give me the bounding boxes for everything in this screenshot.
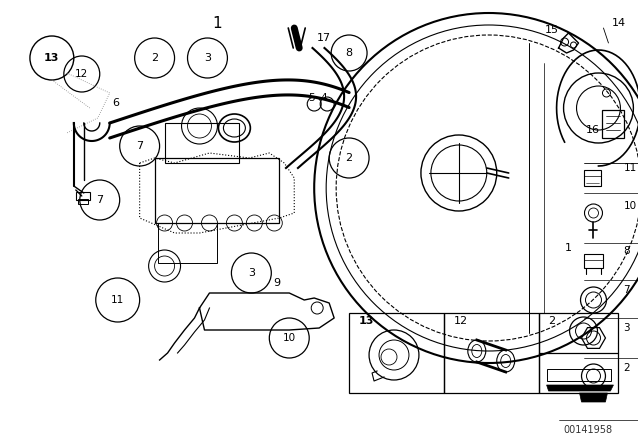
Text: 8: 8 bbox=[623, 246, 630, 256]
Text: 7: 7 bbox=[623, 285, 630, 295]
Bar bbox=[349, 313, 444, 393]
Text: 11: 11 bbox=[111, 295, 124, 305]
Bar bbox=[157, 223, 218, 263]
Text: 2: 2 bbox=[346, 153, 353, 163]
Bar bbox=[76, 192, 90, 200]
Bar bbox=[602, 110, 625, 138]
Text: 7: 7 bbox=[96, 195, 103, 205]
Text: 13: 13 bbox=[359, 316, 374, 326]
Text: 9: 9 bbox=[274, 278, 281, 288]
Bar bbox=[155, 158, 279, 223]
Text: 14: 14 bbox=[611, 18, 625, 28]
Text: 12: 12 bbox=[75, 69, 88, 79]
Text: 2: 2 bbox=[548, 316, 556, 326]
Polygon shape bbox=[547, 385, 613, 391]
Text: 00141958: 00141958 bbox=[564, 425, 612, 435]
Text: 10: 10 bbox=[623, 201, 637, 211]
Text: 5: 5 bbox=[308, 93, 314, 103]
Bar bbox=[584, 170, 602, 186]
Text: 3: 3 bbox=[623, 323, 630, 333]
Bar bbox=[584, 254, 604, 268]
Bar bbox=[78, 199, 88, 204]
Bar bbox=[547, 369, 611, 381]
Text: 8: 8 bbox=[346, 48, 353, 58]
Polygon shape bbox=[580, 393, 607, 402]
Text: 2: 2 bbox=[151, 53, 158, 63]
Text: 15: 15 bbox=[545, 25, 559, 35]
Bar bbox=[164, 123, 239, 163]
Text: 11: 11 bbox=[623, 163, 637, 173]
Text: 1: 1 bbox=[212, 16, 222, 30]
Text: 3: 3 bbox=[204, 53, 211, 63]
Bar bbox=[539, 313, 618, 393]
Text: 1: 1 bbox=[565, 243, 572, 253]
Text: 12: 12 bbox=[454, 316, 468, 326]
Bar bbox=[444, 313, 539, 393]
Text: 6: 6 bbox=[112, 98, 119, 108]
Text: 7: 7 bbox=[136, 141, 143, 151]
Text: 13: 13 bbox=[44, 53, 60, 63]
Text: 2: 2 bbox=[623, 363, 630, 373]
Text: 3: 3 bbox=[248, 268, 255, 278]
Text: 4: 4 bbox=[321, 93, 328, 103]
Text: 16: 16 bbox=[586, 125, 600, 135]
Text: 10: 10 bbox=[283, 333, 296, 343]
Text: 17: 17 bbox=[317, 33, 332, 43]
